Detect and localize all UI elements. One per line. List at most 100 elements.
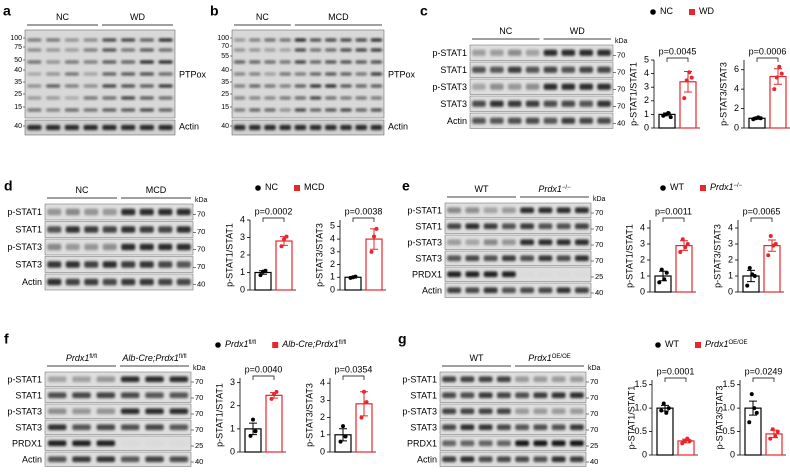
label: Alb-Cre;Prdx1fl/fl — [121, 353, 186, 363]
marker-label: 40 — [590, 457, 598, 466]
blot-label: Actin — [179, 121, 199, 131]
legend-marker — [700, 185, 706, 191]
row-label: p-STAT3 — [7, 406, 42, 416]
significance-bracket — [262, 217, 285, 222]
band — [102, 243, 117, 251]
blot-row — [439, 451, 587, 467]
y-tick-label: 1 — [320, 429, 325, 439]
data-point — [362, 389, 366, 394]
band — [340, 48, 352, 52]
y-tick-label: 0.5 — [634, 426, 647, 436]
band — [447, 287, 462, 294]
y-axis-label: p-STAT3/STAT3 — [714, 386, 724, 450]
band — [145, 392, 164, 399]
label: MCD — [328, 12, 349, 22]
band — [27, 72, 42, 76]
band — [47, 278, 62, 286]
band — [520, 287, 535, 294]
y-tick-label: 6 — [734, 64, 739, 74]
p-value: p=0.0354 — [335, 364, 373, 374]
band — [309, 72, 322, 76]
label: NC — [76, 185, 89, 195]
marker-label: 15 — [14, 104, 22, 111]
band — [145, 376, 164, 383]
y-tick-label: 1 — [640, 270, 645, 280]
band — [483, 239, 498, 246]
row-label: STAT3 — [415, 253, 442, 263]
band — [83, 60, 98, 64]
marker-label: 35 — [221, 79, 229, 86]
band — [46, 108, 61, 112]
band — [158, 84, 173, 88]
band — [27, 108, 42, 112]
label: WD — [570, 26, 585, 36]
band — [279, 84, 291, 88]
row-label: Actin — [22, 277, 42, 287]
data-point — [683, 245, 688, 250]
data-point — [251, 417, 255, 422]
data-point — [364, 400, 369, 405]
band — [538, 239, 553, 246]
marker-label: 70 — [595, 240, 603, 249]
band — [465, 239, 480, 246]
label-text: NC — [499, 26, 512, 36]
label-text: WD — [570, 26, 585, 36]
band — [249, 84, 261, 88]
band — [579, 66, 593, 73]
label-sup: fl/fl — [89, 354, 97, 360]
band — [47, 208, 62, 216]
band — [478, 392, 493, 399]
data-point — [777, 64, 782, 69]
band — [120, 376, 140, 383]
data-point — [687, 70, 692, 75]
marker-label: 100 — [217, 35, 229, 42]
band — [525, 100, 540, 107]
y-tick-label: 1 — [330, 272, 335, 282]
band — [483, 207, 498, 214]
band — [102, 261, 117, 268]
band — [325, 38, 337, 42]
band — [501, 271, 516, 278]
row-label: p-STAT3 — [402, 406, 437, 416]
band — [465, 255, 480, 262]
band — [233, 72, 246, 76]
row-label: PRDX1 — [12, 438, 42, 448]
label: Prdx1OE/OE — [705, 339, 748, 349]
band — [325, 108, 337, 112]
band — [543, 49, 558, 56]
y-tick-label: 2 — [230, 400, 235, 410]
marker-label: 70 — [617, 84, 625, 93]
band — [525, 83, 540, 90]
y-tick-label: 1.0 — [634, 403, 647, 413]
band — [355, 124, 367, 131]
y-tick-label: 3 — [640, 238, 645, 248]
band — [158, 60, 173, 64]
marker-label: 70 — [221, 43, 229, 50]
data-point — [768, 234, 773, 238]
row-label: PRDX1 — [407, 438, 437, 448]
kda-label: kDa — [193, 365, 206, 372]
row-label: STAT1 — [15, 225, 42, 235]
row-label: STAT1 — [440, 65, 467, 75]
label-sup: −/− — [734, 183, 743, 189]
marker-label: 70 — [590, 409, 598, 418]
y-tick-label: 0 — [728, 286, 733, 296]
band — [579, 100, 593, 107]
band — [340, 38, 352, 42]
band — [46, 124, 61, 131]
band — [264, 124, 276, 131]
label-text: WD — [699, 6, 714, 16]
band — [158, 124, 173, 131]
band — [569, 456, 584, 463]
band — [145, 440, 163, 446]
band — [447, 223, 462, 230]
y-tick-label: 4 — [240, 214, 245, 224]
band — [294, 96, 307, 100]
band — [65, 226, 80, 233]
band — [139, 72, 154, 76]
data-point — [374, 226, 379, 231]
band — [370, 38, 383, 42]
data-point — [770, 427, 775, 432]
band — [249, 96, 261, 100]
label: Prdx1−/− — [710, 182, 743, 192]
